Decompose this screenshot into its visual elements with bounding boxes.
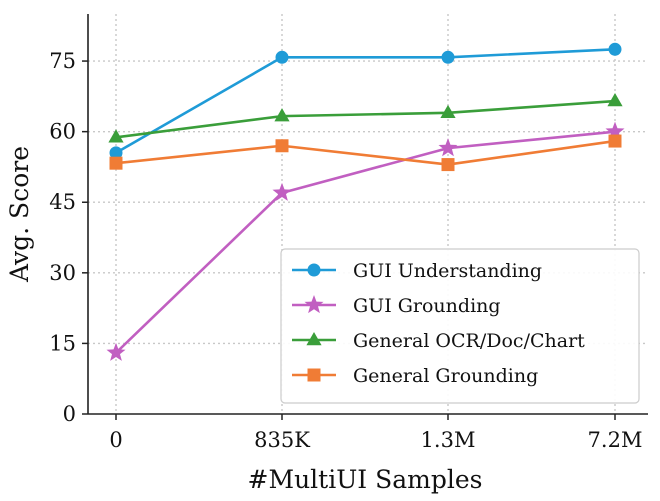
data-point [272,182,292,201]
data-point [275,50,289,64]
axis-ticks: 0 15 30 45 60 75 0 835K 1.3M 7.2M [49,49,642,452]
series-line [115,130,616,354]
x-tick-label: 1.3M [421,428,476,452]
x-tick-label: 7.2M [588,428,643,452]
y-axis-title: Avg. Score [5,146,34,283]
data-point [275,139,289,153]
legend-marker [307,368,321,382]
legend-label: General Grounding [353,365,538,387]
data-point [106,342,126,361]
series-line [115,99,616,139]
data-point [108,129,124,143]
series-general-grounding [109,134,622,172]
series-line [115,47,616,154]
legend-box [280,248,640,404]
legend-label: General OCR/Doc/Chart [353,330,585,352]
data-point [441,50,455,64]
x-tick-label: 835K [254,428,310,452]
data-point [109,156,123,170]
y-tick-label: 75 [49,49,76,73]
data-point [438,138,458,157]
data-point [440,104,456,119]
series-general-ocr-doc-chart [108,93,623,143]
series-line [115,139,616,166]
data-point [441,158,455,172]
legend-label: GUI Grounding [353,295,501,317]
data-point [607,93,623,107]
legend-entry: General OCR/Doc/Chart [292,330,585,352]
y-tick-label: 0 [63,402,76,426]
legend-entry: General Grounding [292,365,538,387]
data-point [274,108,290,122]
legend-entry: GUI Grounding [292,295,501,317]
y-tick-label: 45 [49,190,76,214]
series-gui-grounding [106,121,625,361]
legend-marker [307,263,321,277]
series-lines [106,42,625,361]
y-tick-label: 30 [49,261,76,285]
legend-marker [306,332,322,346]
y-tick-label: 60 [49,120,76,144]
axes [87,14,648,415]
x-tick-label: 0 [109,428,122,452]
y-tick-label: 15 [49,331,76,355]
legend-entry: GUI Understanding [292,260,542,282]
data-point [605,121,625,140]
data-point [109,146,123,160]
x-axis-title: #MultiUI Samples [248,465,483,494]
data-point [608,42,622,56]
legend-label: GUI Understanding [353,260,542,282]
legend: GUI Understanding GUI Grounding General OC… [280,248,640,404]
data-point [608,134,622,148]
legend-marker [304,295,324,314]
series-gui-understanding [109,42,622,160]
